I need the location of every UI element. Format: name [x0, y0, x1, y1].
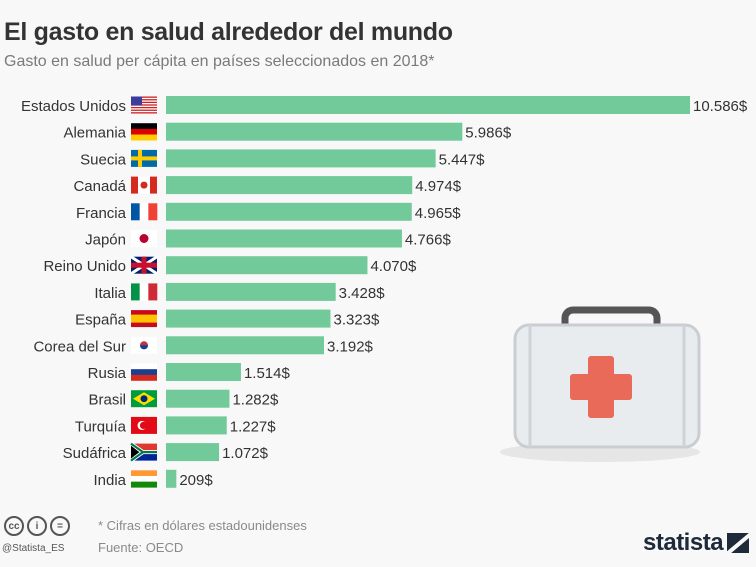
flag-fr-icon — [131, 203, 158, 221]
flag-za-icon — [129, 441, 157, 463]
category-label: India — [93, 472, 126, 489]
category-label: Brasil — [88, 392, 126, 409]
category-label: Estados Unidos — [21, 98, 126, 115]
bar-row: Alemania 5.986$ — [63, 122, 512, 142]
bar — [166, 96, 690, 114]
bar-row: India 209$ — [93, 469, 213, 489]
bar-row: Estados Unidos 10.586$ — [21, 96, 748, 115]
bar-row: Francia 4.965$ — [76, 202, 462, 222]
logo-text: statista — [643, 529, 724, 556]
flag-de-icon — [131, 123, 157, 141]
bar — [166, 282, 336, 301]
data-label: 3.323$ — [333, 312, 380, 329]
flag-se-icon — [131, 149, 157, 167]
category-label: Corea del Sur — [33, 338, 126, 355]
category-label: Reino Unido — [43, 258, 126, 275]
bar-row: Turquía 1.227$ — [75, 416, 276, 435]
bar-row: Italia 3.428$ — [94, 282, 386, 302]
source: Fuente: OECD — [98, 540, 184, 555]
flag-ru-icon — [131, 363, 157, 381]
data-label: 1.227$ — [230, 418, 277, 435]
data-label: 4.070$ — [370, 258, 417, 275]
data-label: 1.072$ — [222, 445, 269, 462]
category-label: Francia — [76, 205, 127, 222]
bar — [166, 229, 402, 248]
statista-logo[interactable]: statista — [643, 529, 750, 557]
twitter-handle: @Statista_ES — [2, 543, 65, 554]
bar-chart: Estados Unidos 10.586$ Alemania 5.986$ Sueci… — [21, 96, 748, 489]
category-label: Canadá — [73, 178, 126, 195]
license-icons: cc i = — [4, 516, 70, 536]
category-label: Rusia — [88, 365, 127, 382]
category-label: Alemania — [63, 125, 126, 142]
attribution-icon: i — [27, 516, 47, 536]
bar — [166, 336, 325, 355]
data-label: 1.282$ — [232, 392, 279, 409]
bar-row: Reino Unido 4.070$ — [43, 256, 417, 275]
flag-tr-icon — [131, 416, 157, 434]
bar-row: Corea del Sur 3.192$ — [33, 336, 374, 355]
flag-es-icon — [131, 310, 157, 328]
bar-row: Brasil 1.282$ — [88, 389, 279, 409]
footnote: * Cifras en dólares estadounidenses — [98, 518, 307, 533]
data-label: 5.986$ — [465, 125, 512, 142]
category-label: Turquía — [75, 418, 127, 435]
data-label: 209$ — [179, 472, 213, 489]
cc-icon: cc — [4, 516, 24, 536]
bar — [166, 389, 230, 408]
bar — [166, 443, 220, 462]
bar — [166, 122, 463, 141]
flag-ca-icon — [131, 176, 157, 194]
category-label: Suecia — [80, 151, 127, 168]
bar — [166, 256, 368, 275]
bar-row: Sudáfrica 1.072$ — [63, 443, 269, 462]
flag-it-icon — [131, 283, 158, 301]
flag-kr-icon — [131, 336, 157, 354]
bar — [166, 309, 331, 328]
chart-title: El gasto en salud alrededor del mundo — [4, 18, 453, 46]
bar — [166, 202, 412, 221]
data-label: 3.192$ — [327, 338, 374, 355]
statista-logo-mark — [727, 533, 750, 553]
flag-jp-icon — [131, 230, 157, 247]
flag-br-icon — [131, 390, 157, 408]
bar-row: España 3.323$ — [75, 309, 380, 329]
chart-subtitle: Gasto en salud per cápita en países sele… — [4, 53, 435, 70]
category-label: Japón — [85, 232, 126, 249]
flag-gb-icon — [130, 255, 158, 275]
flag-us-icon — [131, 96, 157, 114]
bar — [166, 469, 177, 488]
data-label: 4.766$ — [405, 232, 452, 249]
bar-row: Japón 4.766$ — [85, 229, 452, 249]
flag-in-icon — [131, 470, 157, 488]
bar — [166, 416, 227, 435]
bar — [166, 363, 241, 381]
bar-row: Rusia 1.514$ — [88, 363, 291, 382]
category-label: Sudáfrica — [63, 445, 127, 462]
bar — [166, 149, 436, 168]
category-label: Italia — [94, 285, 126, 302]
data-label: 10.586$ — [693, 98, 748, 115]
data-label: 4.974$ — [415, 178, 462, 195]
bar-row: Canadá 4.974$ — [73, 176, 462, 195]
first-aid-kit-illustration — [500, 306, 701, 462]
data-label: 5.447$ — [439, 151, 486, 168]
category-label: España — [75, 312, 127, 329]
data-label: 4.965$ — [415, 205, 462, 222]
data-label: 1.514$ — [244, 365, 291, 382]
no-derivatives-icon: = — [50, 516, 70, 536]
bar — [166, 176, 413, 195]
bar-row: Suecia 5.447$ — [80, 149, 485, 168]
data-label: 3.428$ — [339, 285, 386, 302]
